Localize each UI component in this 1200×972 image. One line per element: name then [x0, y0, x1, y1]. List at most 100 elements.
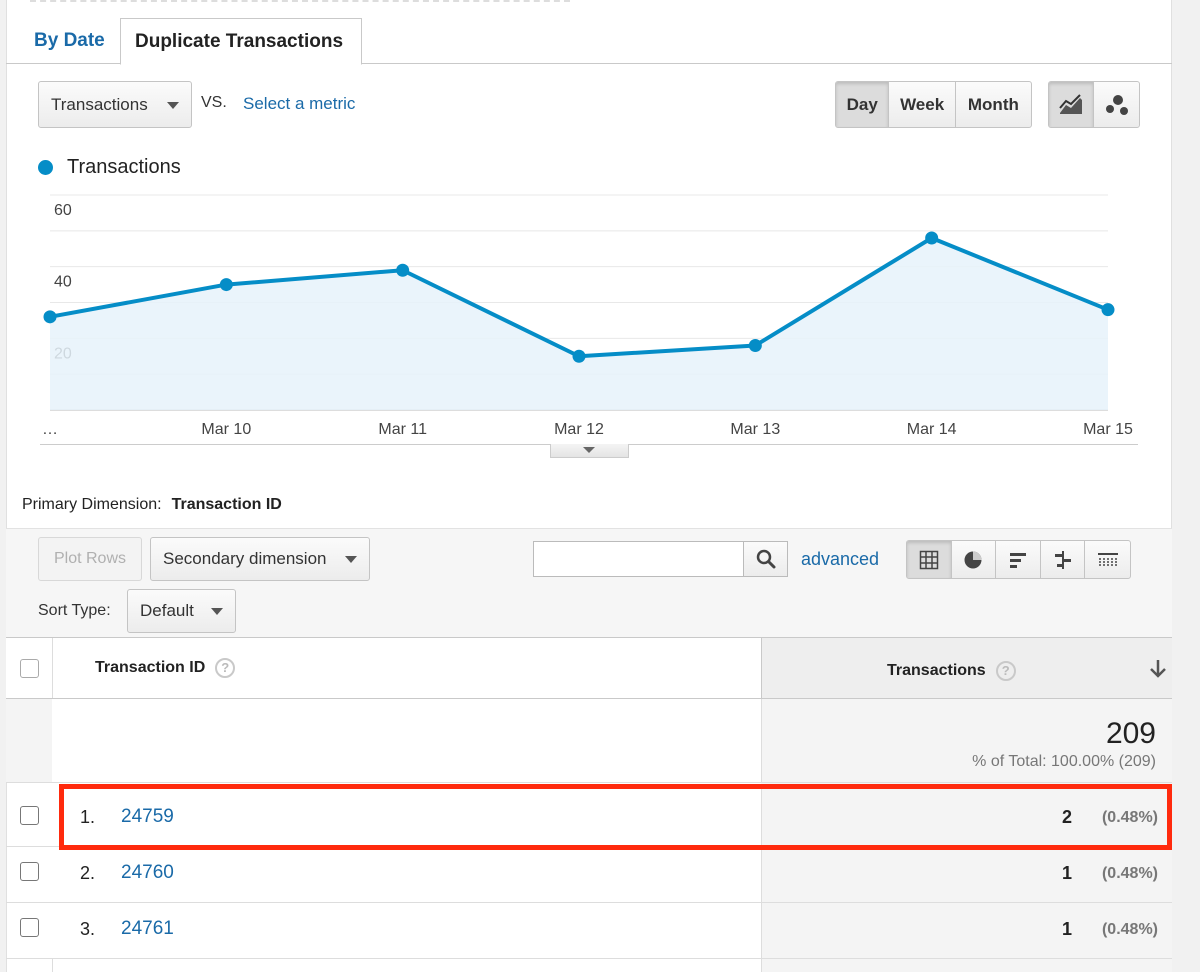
column-divider — [761, 699, 762, 782]
data-point[interactable] — [572, 349, 586, 363]
data-point[interactable] — [396, 263, 410, 277]
select-all-checkbox[interactable] — [20, 659, 39, 678]
primary-dimension: Primary Dimension: Transaction ID — [22, 496, 282, 514]
table-header: Transaction ID? Transactions? — [6, 637, 1172, 699]
primary-dimension-label: Primary Dimension: — [22, 496, 162, 513]
column-header-transaction-id[interactable]: Transaction ID? — [95, 658, 236, 678]
sort-type-label: Sort Type: — [38, 602, 111, 619]
help-icon[interactable]: ? — [215, 658, 236, 678]
chevron-down-icon — [345, 556, 357, 563]
motion-chart-button[interactable] — [1094, 82, 1139, 127]
row-checkbox[interactable] — [20, 862, 39, 881]
row-value: 1 — [1061, 863, 1072, 883]
table-search-input[interactable] — [533, 541, 744, 577]
vs-label: VS. — [201, 94, 227, 111]
report-tabs: By Date Duplicate Transactions — [6, 18, 1172, 65]
chart-type-toggle — [1048, 81, 1140, 128]
select-metric-link[interactable]: Select a metric — [243, 94, 356, 113]
x-tick-label: Mar 10 — [201, 421, 251, 438]
series-points — [43, 231, 1115, 363]
search-icon — [756, 549, 775, 569]
table-view-icon — [919, 550, 939, 569]
row-percent: (0.48%) — [1101, 921, 1158, 938]
row-value: 1 — [1061, 919, 1072, 939]
period-day-button[interactable]: Day — [836, 82, 890, 127]
line-chart-button[interactable] — [1049, 82, 1095, 127]
total-percent: % of Total: 100.00% (209) — [972, 753, 1156, 770]
data-point[interactable] — [1101, 303, 1115, 317]
row-value: 2 — [1061, 807, 1072, 827]
data-point[interactable] — [748, 339, 762, 352]
transaction-id-link[interactable]: 24759 — [121, 806, 174, 827]
chart-collapse-handle[interactable] — [550, 444, 629, 458]
chevron-down-icon — [583, 446, 595, 453]
table-total-row: 209 % of Total: 100.00% (209) — [6, 699, 1172, 783]
secondary-dimension-select[interactable]: Secondary dimension — [150, 537, 370, 581]
legend-label: Transactions — [67, 156, 181, 178]
period-toggle: Day Week Month — [835, 81, 1032, 128]
x-tick-label: Mar 15 — [1083, 421, 1133, 438]
x-tick-label: Mar 12 — [554, 421, 604, 438]
pivot-view-button[interactable] — [1085, 541, 1130, 578]
sort-descending-icon[interactable] — [1149, 659, 1167, 679]
primary-dimension-value[interactable]: Transaction ID — [171, 496, 282, 513]
row-index: 1. — [80, 807, 96, 827]
column-header-transactions[interactable]: Transactions? — [887, 661, 1016, 681]
x-tick-label: Mar 14 — [907, 421, 957, 438]
row-index: 2. — [80, 863, 96, 883]
data-point[interactable] — [219, 278, 233, 292]
column-divider — [761, 847, 762, 902]
row-checkbox[interactable] — [20, 806, 39, 825]
sort-type-value: Default — [140, 601, 194, 620]
motion-chart-icon — [1105, 94, 1128, 115]
comparison-view-icon — [1054, 550, 1071, 569]
table-view-button[interactable] — [907, 541, 952, 578]
plot-rows-button[interactable]: Plot Rows — [38, 537, 142, 581]
pie-view-icon — [964, 551, 982, 568]
transaction-id-link[interactable]: 24761 — [121, 918, 174, 939]
x-tick-label: Mar 13 — [730, 421, 780, 438]
search-button[interactable] — [743, 541, 788, 577]
tab-duplicate-transactions[interactable]: Duplicate Transactions — [120, 18, 362, 65]
column-header-transactions-label: Transactions — [887, 662, 986, 680]
transaction-id-link[interactable]: 24760 — [121, 862, 174, 883]
data-point[interactable] — [43, 310, 57, 324]
x-tick-label: … — [42, 421, 58, 438]
chevron-down-icon — [167, 101, 179, 109]
column-divider — [52, 638, 53, 698]
chevron-down-icon — [211, 608, 223, 615]
pie-view-button[interactable] — [952, 541, 997, 578]
highlight-annotation-box — [59, 784, 1172, 850]
column-divider — [761, 959, 762, 972]
line-chart-icon — [1059, 93, 1082, 114]
row-percent: (0.48%) — [1101, 809, 1158, 826]
table-view-toggle — [906, 540, 1131, 579]
advanced-filter-link[interactable]: advanced — [801, 549, 880, 569]
total-row-gutter — [6, 699, 52, 782]
tab-by-date[interactable]: By Date — [34, 30, 105, 51]
table-row: 3. 24761 1 (0.48%) — [6, 903, 1172, 959]
sort-type-select[interactable]: Default — [127, 589, 236, 633]
y-tick-label: 40 — [54, 274, 72, 291]
column-divider — [761, 784, 762, 846]
row-percent: (0.48%) — [1101, 865, 1158, 882]
secondary-dimension-label: Secondary dimension — [163, 549, 327, 568]
column-header-transaction-id-label: Transaction ID — [95, 659, 206, 677]
x-tick-label: Mar 11 — [378, 421, 427, 438]
series-area — [50, 238, 1108, 410]
performance-view-icon — [1010, 552, 1027, 568]
data-point[interactable] — [925, 231, 939, 245]
metric-header-background — [761, 638, 1172, 698]
help-icon[interactable]: ? — [995, 661, 1016, 681]
y-tick-label: 60 — [54, 202, 72, 219]
performance-view-button[interactable] — [996, 541, 1041, 578]
period-month-button[interactable]: Month — [967, 94, 1019, 114]
column-divider — [52, 959, 53, 972]
top-divider — [30, 0, 570, 2]
comparison-view-button[interactable] — [1041, 541, 1086, 578]
pivot-view-icon — [1097, 552, 1118, 567]
metric-select[interactable]: Transactions — [38, 81, 192, 128]
row-checkbox[interactable] — [20, 918, 39, 937]
period-week-button[interactable]: Week — [889, 82, 956, 127]
